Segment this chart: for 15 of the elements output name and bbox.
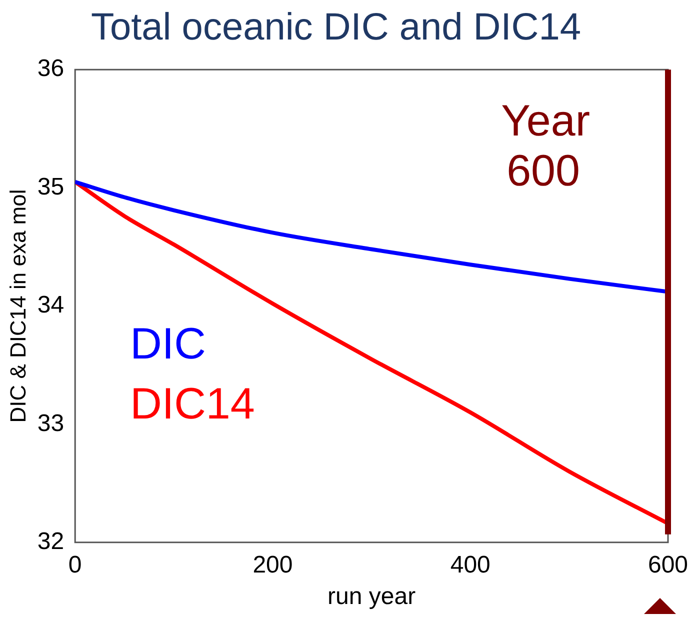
y-tick-label: 35 bbox=[37, 173, 64, 200]
y-tick-label: 36 bbox=[37, 55, 64, 82]
y-tick-label: 33 bbox=[37, 410, 64, 437]
x-tick-label: 600 bbox=[648, 551, 688, 578]
x-tick-label: 400 bbox=[450, 551, 490, 578]
chart-title: Total oceanic DIC and DIC14 bbox=[90, 6, 582, 48]
y-tick-label: 32 bbox=[37, 528, 64, 556]
x-tick-label: 200 bbox=[252, 551, 293, 578]
y-tick-label: 34 bbox=[37, 292, 64, 319]
x-axis-title: run year bbox=[328, 583, 416, 610]
text: DIC bbox=[130, 320, 206, 369]
ref-line-label: Year 600 bbox=[501, 96, 590, 196]
y-axis-title: DIC & DIC14 in exa mol bbox=[5, 189, 30, 423]
series-label: DIC14 bbox=[130, 380, 255, 429]
x-tick-label: 0 bbox=[68, 551, 82, 578]
